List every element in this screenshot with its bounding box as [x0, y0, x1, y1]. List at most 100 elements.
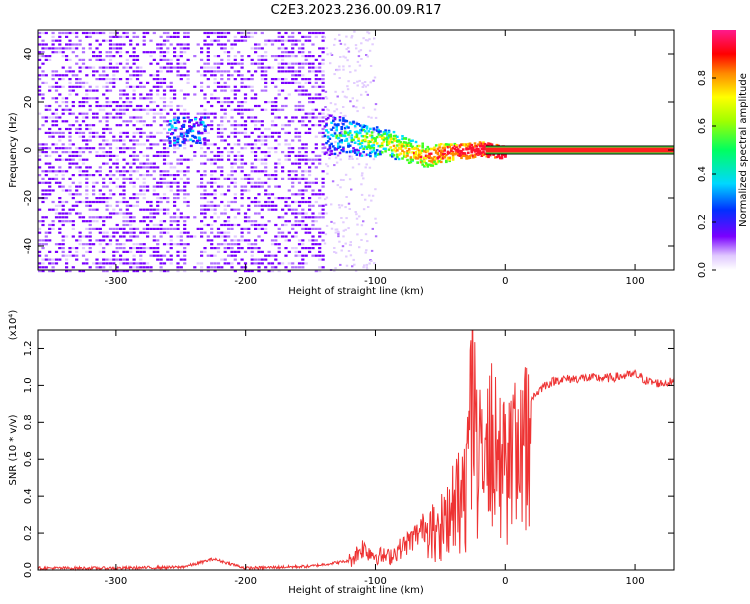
heatmap-cell: [342, 123, 345, 126]
heatmap-cell: [159, 177, 163, 180]
heatmap-cell: [374, 152, 377, 155]
heatmap-cell: [199, 123, 203, 126]
heatmap-cell: [294, 235, 298, 238]
heatmap-cell: [237, 223, 241, 227]
heatmap-cell: [139, 266, 143, 269]
heatmap-cell: [61, 97, 65, 100]
heatmap-cell: [183, 174, 187, 177]
heatmap-cell: [382, 147, 386, 150]
heatmap-cell: [404, 143, 408, 147]
heatmap-cell: [237, 31, 241, 35]
heatmap-cell: [347, 126, 350, 129]
heatmap-cell: [44, 216, 48, 219]
heatmap-cell: [149, 89, 153, 92]
heatmap-cell: [355, 148, 359, 152]
heatmap-cell: [233, 35, 237, 38]
heatmap-cell: [119, 270, 123, 273]
heatmap-cell: [404, 155, 408, 158]
heatmap-cell: [51, 112, 55, 115]
heatmap-cell: [260, 55, 264, 58]
heatmap-cell: [311, 193, 315, 196]
heatmap-cell: [455, 152, 458, 155]
heatmap-cell: [44, 239, 48, 242]
heatmap-cell: [411, 139, 414, 142]
heatmap-cell: [173, 144, 177, 147]
heatmap-cell: [351, 97, 354, 100]
heatmap-cell: [183, 185, 187, 188]
heatmap-cell: [338, 206, 341, 209]
heatmap-cell: [418, 149, 421, 152]
heatmap-cell: [287, 189, 291, 192]
heatmap-cell: [119, 227, 123, 230]
heatmap-cell: [176, 116, 180, 119]
heatmap-cell: [169, 166, 173, 169]
heatmap-cell: [105, 200, 109, 204]
heatmap-cell: [352, 258, 355, 261]
heatmap-cell: [301, 208, 305, 211]
heatmap-cell: [364, 90, 368, 93]
heatmap-cell: [132, 89, 136, 92]
heatmap-cell: [277, 55, 281, 58]
heatmap-cell: [281, 39, 285, 42]
heatmap-cell: [159, 170, 163, 173]
heatmap-cell: [195, 121, 199, 124]
heatmap-cell: [227, 243, 231, 246]
heatmap-cell: [139, 131, 143, 134]
heatmap-cell: [41, 181, 45, 184]
heatmap-cell: [337, 146, 340, 150]
heatmap-cell: [488, 142, 492, 146]
heatmap-cell: [237, 158, 241, 161]
heatmap-cell: [247, 177, 251, 180]
heatmap-cell: [149, 212, 153, 215]
heatmap-cell: [122, 143, 126, 146]
heatmap-cell: [227, 247, 231, 250]
heatmap-cell: [115, 108, 119, 111]
heatmap-cell: [194, 118, 197, 121]
heatmap-cell: [61, 220, 65, 223]
heatmap-cell: [287, 70, 291, 73]
heatmap-cell: [230, 108, 234, 111]
heatmap-cell: [294, 220, 298, 223]
heatmap-cell: [95, 116, 99, 119]
heatmap-cell: [115, 258, 119, 261]
heatmap-cell: [240, 162, 244, 165]
heatmap-cell: [362, 147, 365, 150]
heatmap-cell: [159, 266, 163, 269]
heatmap-cell: [119, 55, 123, 58]
heatmap-cell: [203, 193, 207, 196]
heatmap-cell: [254, 181, 258, 184]
heatmap-cell: [366, 93, 369, 96]
heatmap-cell: [139, 70, 143, 73]
heatmap-cell: [102, 85, 106, 88]
heatmap-cell: [146, 93, 150, 96]
heatmap-cell: [347, 227, 350, 230]
snr-panel: -300 -200 -100 0 100 0.00.20.40.60.81.01.2 H…: [8, 310, 675, 596]
heatmap-cell: [475, 144, 478, 148]
heatmap-cell: [237, 243, 241, 246]
heatmap-cell: [284, 116, 288, 119]
heatmap-cell: [122, 35, 126, 38]
heatmap-cell: [240, 189, 244, 192]
y-tick-label: 0.4: [23, 488, 34, 504]
heatmap-cell: [337, 123, 340, 126]
heatmap-cell: [61, 66, 65, 69]
heatmap-cell: [308, 66, 312, 69]
heatmap-cell: [119, 62, 123, 65]
heatmap-cell: [51, 227, 55, 230]
heatmap-cell: [350, 136, 354, 140]
heatmap-cell: [173, 227, 177, 230]
heatmap-cell: [277, 162, 281, 165]
heatmap-cell: [115, 124, 119, 127]
heatmap-cell: [68, 89, 72, 92]
heatmap-cell: [362, 84, 366, 87]
heatmap-cell: [362, 139, 365, 142]
heatmap-cell: [54, 116, 59, 119]
heatmap-cell: [406, 154, 409, 157]
heatmap-cell: [247, 239, 251, 242]
heatmap-cell: [220, 108, 224, 111]
heatmap-cell: [108, 51, 113, 54]
heatmap-cell: [44, 31, 48, 35]
heatmap-cell: [347, 202, 351, 205]
heatmap-cell: [78, 243, 82, 246]
heatmap-cell: [233, 85, 237, 88]
